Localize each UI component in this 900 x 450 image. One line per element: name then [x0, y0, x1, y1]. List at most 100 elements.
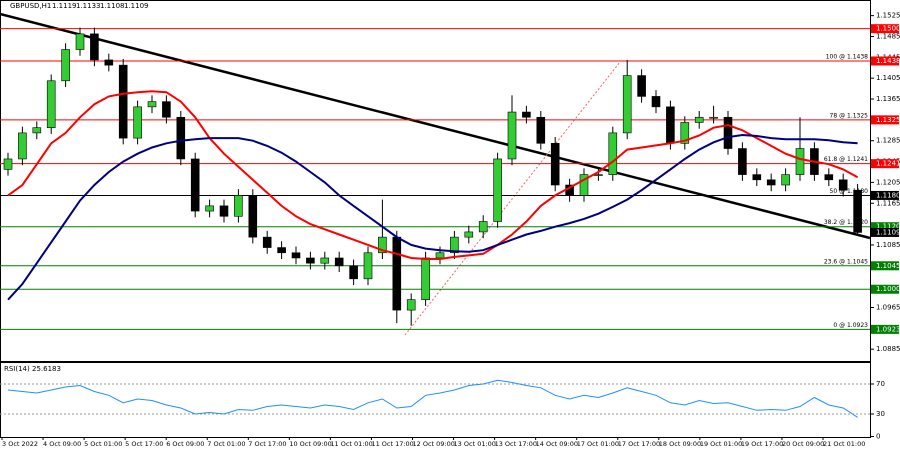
x-tick-label: 4 Oct 09:00: [43, 440, 81, 448]
candle-body: [118, 64, 128, 139]
candle-body: [190, 158, 200, 212]
candle-body: [435, 252, 445, 259]
level-label: 1.1500: [876, 25, 900, 33]
level-label: 1.1045: [876, 262, 900, 270]
candle-body: [248, 195, 258, 238]
level-box: [871, 24, 899, 34]
level-box: [871, 159, 899, 169]
candle-body: [291, 252, 301, 259]
fib-label: 61.8 @ 1.1241: [824, 156, 868, 163]
level-label: 1.1325: [876, 116, 900, 124]
x-tick-label: 3 Oct 2022: [2, 440, 38, 448]
candle-body: [680, 122, 690, 144]
rsi-tick-label: 0: [876, 433, 880, 441]
candle-body: [147, 101, 157, 108]
x-tick-label: 17 Oct 17:00: [618, 440, 660, 448]
moving-average: [7, 133, 858, 301]
candle-body: [421, 257, 430, 300]
x-tick-label: 11 Oct 01:00: [330, 440, 372, 448]
candle-body: [262, 236, 272, 248]
candle-body: [738, 148, 747, 175]
fib-label: 78 @ 1.1325: [830, 112, 869, 119]
y-tick-label: 1.1365: [876, 95, 900, 103]
header-price: 1.1133: [76, 2, 101, 10]
fib-label: 38.2 @ 1.1120: [824, 219, 868, 226]
candle-body: [478, 221, 488, 233]
x-tick-label: 7 Oct 17:00: [248, 440, 286, 448]
level-label: 1.1000: [876, 285, 900, 293]
candle-body: [162, 101, 171, 118]
candle-body: [90, 33, 99, 61]
level-label: 1.0923: [876, 325, 900, 333]
y-tick-label: 1.1525: [876, 12, 900, 20]
candle-body: [651, 96, 661, 108]
x-tick-label: 13 Oct 01:00: [454, 440, 496, 448]
candle-body: [550, 143, 560, 186]
trendline: [0, 12, 871, 240]
rsi-value: 25.6183: [32, 365, 61, 373]
candle-body: [853, 189, 862, 233]
candle-body: [32, 127, 42, 134]
moving-average: [7, 90, 859, 260]
fib-label: 23.6 @ 1.1045: [824, 258, 868, 265]
candle-body: [363, 252, 373, 280]
plot-layer: [0, 27, 870, 418]
candle-body: [723, 116, 733, 149]
rsi-tick-label: 70: [876, 380, 885, 388]
x-tick-label: 17 Oct 01:00: [577, 440, 619, 448]
candle-body: [824, 174, 834, 181]
y-tick-label: 1.1485: [876, 32, 900, 40]
fib-label: 0 @ 1.0923: [833, 322, 868, 329]
candle-body: [306, 257, 315, 264]
candle-body: [666, 106, 675, 144]
x-tick-label: 20 Oct 09:00: [782, 440, 824, 448]
x-tick-label: 10 Oct 09:00: [289, 440, 331, 448]
candle-body: [709, 116, 718, 119]
level-box: [871, 324, 899, 334]
level-label: 1.1438: [876, 57, 900, 65]
rsi-line: [7, 379, 858, 418]
x-tick-label: 7 Oct 01:00: [207, 440, 245, 448]
rsi-title: RSI(14): [4, 365, 30, 373]
current-price: 1.1109: [876, 228, 900, 236]
y-tick-label: 1.0965: [876, 303, 900, 311]
candle-body: [18, 132, 27, 160]
price-pane: [0, 0, 871, 362]
candle-body: [579, 174, 589, 196]
candle-body: [46, 80, 56, 128]
candle-body: [205, 205, 214, 212]
candle-body: [493, 158, 502, 222]
candle-body: [176, 116, 186, 160]
symbol: GBPUSD,H1: [10, 2, 51, 10]
candle-body: [464, 231, 474, 238]
fib-label: 50 @ 1.1180: [830, 188, 869, 195]
rsi-pane: [0, 362, 871, 438]
level-box: [871, 190, 899, 200]
candle-body: [450, 236, 459, 254]
candle-body: [522, 111, 531, 118]
header-price: 1.1109: [124, 2, 149, 10]
candle-body: [234, 195, 243, 217]
candle-body: [637, 75, 646, 97]
x-tick-label: 5 Oct 01:00: [84, 440, 122, 448]
candle-body: [219, 205, 229, 217]
candle-body: [334, 257, 344, 267]
price-box: [871, 227, 899, 237]
level-label: 1.1120: [876, 223, 900, 231]
y-tick-label: 1.1285: [876, 137, 900, 145]
x-tick-label: 11 Oct 17:00: [371, 440, 413, 448]
candle-body: [277, 247, 286, 254]
fib-label: 100 @ 1.1438: [826, 53, 868, 60]
candle-body: [536, 116, 546, 144]
candle-body: [61, 49, 70, 82]
candle-body: [752, 174, 762, 181]
x-tick-label: 19 Oct 01:00: [700, 440, 742, 448]
x-tick-label: 6 Oct 09:00: [166, 440, 204, 448]
candle-body: [507, 111, 517, 160]
candle-body: [3, 158, 13, 170]
y-tick-label: 1.1405: [876, 74, 900, 82]
x-tick-label: 19 Oct 17:00: [741, 440, 783, 448]
y-tick-label: 1.1085: [876, 241, 900, 249]
x-tick-label: 5 Oct 17:00: [125, 440, 163, 448]
